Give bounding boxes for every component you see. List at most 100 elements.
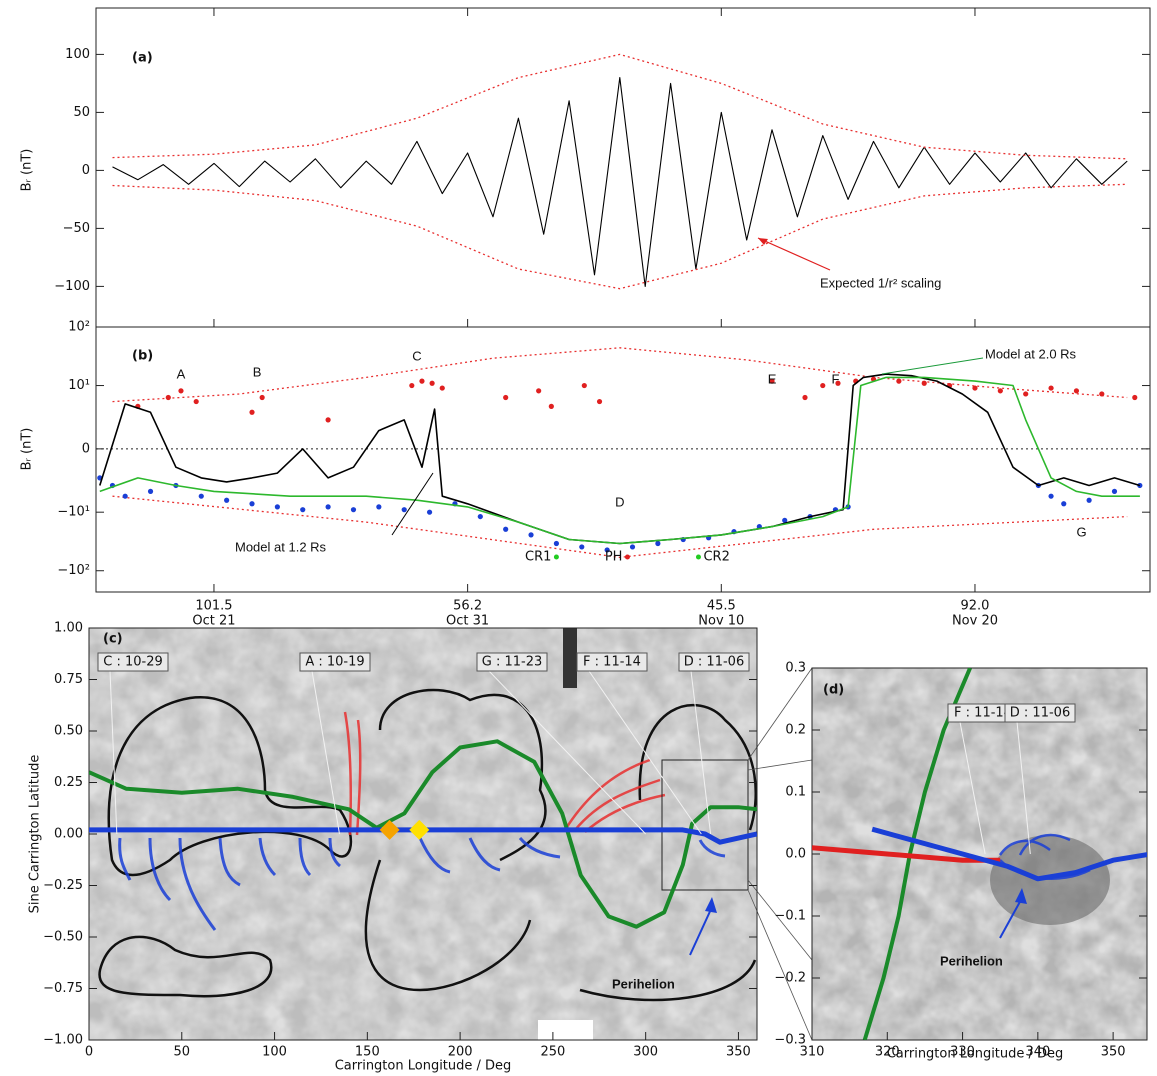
- callout-box: [576, 652, 648, 672]
- x-tick-label: 250: [540, 1045, 565, 1060]
- panel-label: (b): [132, 349, 153, 364]
- data-point: [147, 488, 154, 494]
- map-layer: [98, 688, 757, 1002]
- time-marker-label: PH: [605, 550, 623, 565]
- data-point: [350, 507, 357, 513]
- callout-label: C : 10-29: [103, 655, 163, 670]
- annotation: Expected 1/r² scaling: [820, 275, 941, 290]
- callout-box: [678, 652, 750, 672]
- event-label: B: [253, 364, 262, 379]
- y-tick-label: 0.50: [54, 724, 83, 739]
- field-lines: [118, 837, 726, 931]
- data-point: [429, 380, 435, 386]
- y-tick-label: −0.50: [43, 930, 83, 945]
- data-point: [165, 394, 171, 401]
- data-point: [325, 417, 331, 423]
- series-layer: [112, 53, 1128, 290]
- data-point: [1061, 501, 1067, 507]
- data-point: [1048, 385, 1054, 391]
- x-tick-label: 45.5: [707, 599, 736, 614]
- y-tick-label: 0.3: [785, 661, 806, 676]
- annotation: Perihelion: [940, 953, 1003, 968]
- callout-box: [97, 652, 169, 672]
- data-point: [528, 532, 534, 538]
- series-layer: [97, 347, 1143, 559]
- data-point: [477, 513, 483, 520]
- y-axis-label: Sine Carrington Latitude: [28, 755, 43, 914]
- coronal-hole-contour: [107, 696, 353, 877]
- series-layer: [89, 739, 757, 929]
- data-gap: [538, 1020, 593, 1040]
- time-marker: [695, 554, 701, 560]
- data-point: [193, 398, 199, 405]
- field-lines: [343, 711, 666, 836]
- callout-line: [959, 721, 986, 855]
- time-marker: [624, 554, 630, 560]
- y-axis-label: Bᵣ (nT): [20, 428, 35, 471]
- data-point: [249, 501, 255, 507]
- data-point: [629, 544, 636, 550]
- x-tick-label: 56.2: [453, 599, 482, 614]
- panel-label: (c): [103, 632, 123, 647]
- y-tick-label: −1.00: [43, 1033, 83, 1048]
- x-tick-label: 0: [85, 1045, 93, 1060]
- y-tick-label: −10²: [57, 563, 90, 578]
- envelope-line: [112, 347, 1128, 403]
- data-point: [1023, 391, 1029, 397]
- y-tick-label: 50: [73, 105, 90, 120]
- data-point: [300, 507, 306, 513]
- data-gap: [563, 628, 577, 688]
- callout-line: [588, 670, 702, 835]
- annotation-arrow: [391, 472, 434, 536]
- data-line: [112, 77, 1128, 287]
- callout-label: A : 10-19: [305, 655, 364, 670]
- data-point: [198, 493, 204, 499]
- data-line: [99, 373, 1141, 545]
- series-label: Model at 1.2 Rs: [235, 539, 327, 554]
- x-tick-label: 50: [174, 1045, 191, 1060]
- data-point: [325, 504, 331, 510]
- callout-line: [690, 670, 712, 835]
- y-tick-label: 0.75: [54, 672, 83, 687]
- time-marker-label: CR2: [703, 550, 729, 565]
- data-point: [419, 378, 425, 384]
- zoom-box: [661, 759, 749, 891]
- y-tick-label: −10¹: [57, 505, 90, 520]
- x-tick-label: 101.5: [195, 599, 232, 614]
- zoom-guides: [747, 667, 813, 1041]
- data-point: [553, 540, 560, 547]
- envelope-line: [112, 183, 1128, 290]
- annotation-arrow: [881, 357, 984, 375]
- x-tick-label: 310: [800, 1045, 825, 1060]
- data-point: [274, 504, 280, 510]
- event-label: F: [831, 371, 839, 386]
- callout-line: [1016, 721, 1031, 855]
- data-point: [548, 403, 554, 409]
- x-tick-label: 320: [875, 1045, 900, 1060]
- data-point: [178, 388, 184, 394]
- data-line: [89, 739, 757, 929]
- panel-label: (d): [823, 683, 844, 698]
- x-axis-label: Carrington Longitude / Deg: [335, 1059, 512, 1074]
- data-point: [1086, 497, 1092, 503]
- data-line: [99, 376, 1140, 545]
- x-axis-label: Carrington Longitude / Deg: [887, 1047, 1064, 1062]
- data-point: [1048, 493, 1054, 499]
- event-label: E: [768, 371, 777, 386]
- coronal-hole-contour: [579, 959, 757, 1002]
- coronal-hole-contour: [638, 703, 757, 831]
- panel-b-frame: [95, 326, 1151, 593]
- y-tick-label: 10²: [68, 320, 90, 335]
- data-point: [376, 504, 382, 510]
- y-tick-label: −0.2: [774, 971, 806, 986]
- x-tick-label: 92.0: [960, 599, 989, 614]
- x-tick-label: Nov 20: [952, 614, 998, 629]
- series-label: Model at 2.0 Rs: [985, 346, 1077, 361]
- footpoint-marker: [379, 819, 400, 840]
- callout-box: [1004, 703, 1076, 723]
- callout-label: G : 11-23: [482, 655, 543, 670]
- data-point: [820, 382, 826, 389]
- callout-box: [299, 652, 371, 672]
- data-point: [1111, 488, 1118, 494]
